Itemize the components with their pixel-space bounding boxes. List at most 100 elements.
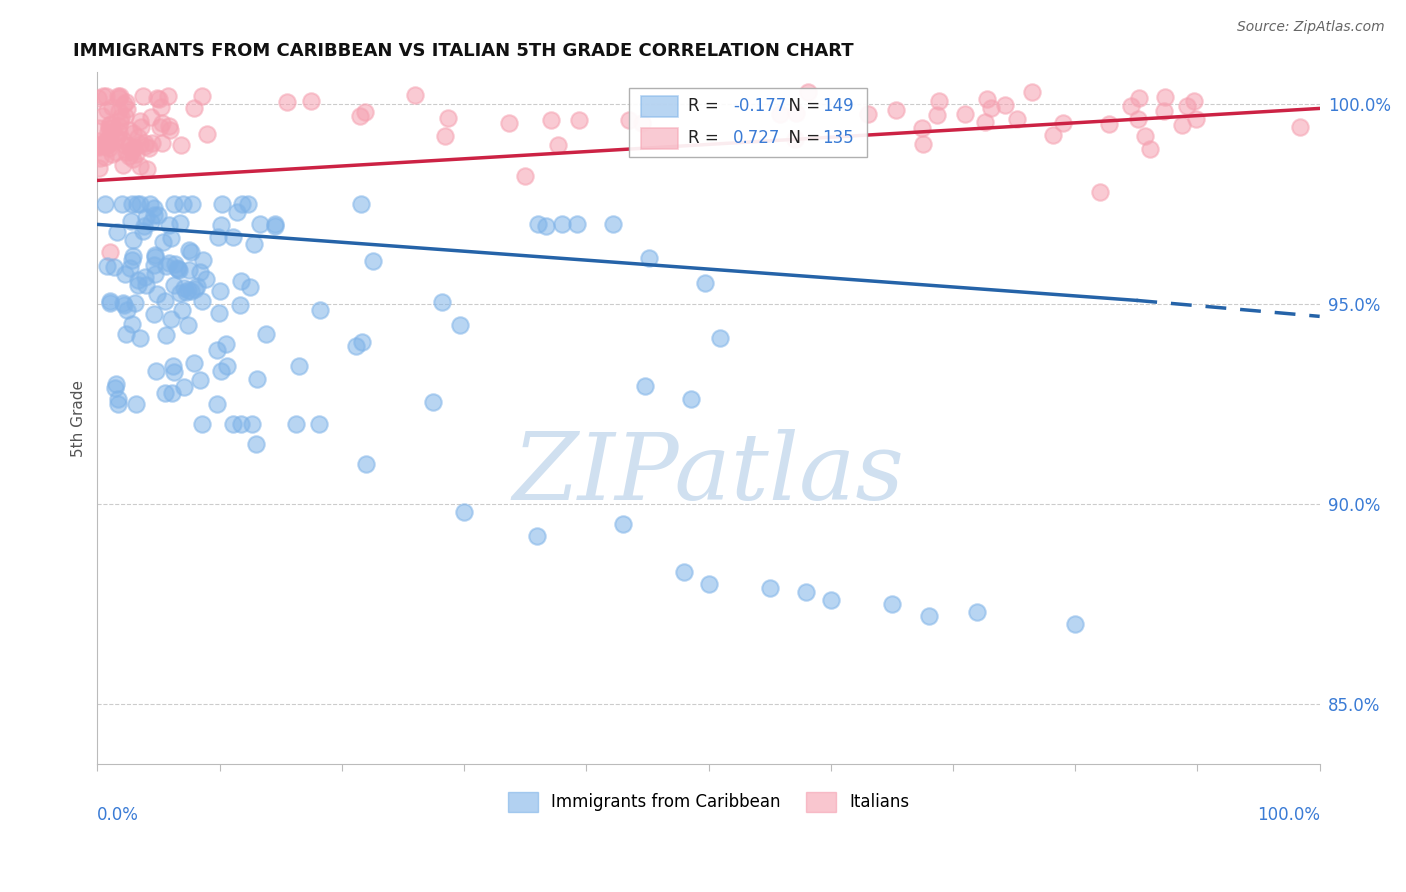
- Text: N =: N =: [778, 129, 825, 147]
- Point: [153, 294, 176, 309]
- Point: [100, 117, 122, 131]
- Point: [276, 95, 298, 109]
- Point: [160, 231, 183, 245]
- Point: [229, 417, 252, 432]
- Point: [98, 130, 121, 145]
- Point: [124, 295, 146, 310]
- Point: [132, 89, 155, 103]
- Point: [526, 529, 548, 543]
- Point: [152, 235, 174, 250]
- Point: [1154, 90, 1177, 104]
- Point: [91, 89, 114, 103]
- Point: [1088, 186, 1111, 200]
- Point: [108, 113, 131, 128]
- Point: [104, 381, 127, 395]
- Point: [430, 295, 453, 310]
- Point: [121, 144, 143, 158]
- Point: [568, 112, 591, 127]
- Point: [107, 89, 129, 103]
- Point: [917, 609, 939, 624]
- Point: [1021, 86, 1043, 100]
- FancyBboxPatch shape: [641, 96, 678, 117]
- Point: [107, 392, 129, 406]
- Point: [695, 276, 717, 290]
- Point: [1175, 99, 1198, 113]
- Point: [183, 101, 205, 115]
- Point: [125, 397, 148, 411]
- Point: [1182, 94, 1205, 108]
- Point: [98, 135, 121, 149]
- Point: [143, 267, 166, 281]
- Point: [125, 147, 148, 161]
- Point: [134, 138, 156, 153]
- Point: [107, 397, 129, 411]
- Point: [299, 94, 322, 108]
- Point: [105, 225, 128, 239]
- Point: [633, 379, 655, 393]
- Point: [1098, 117, 1121, 131]
- Point: [858, 106, 880, 120]
- Point: [240, 417, 263, 432]
- Point: [637, 251, 659, 265]
- Point: [115, 95, 138, 110]
- Point: [115, 102, 138, 116]
- Point: [127, 197, 149, 211]
- Point: [350, 335, 373, 350]
- Point: [173, 281, 195, 295]
- Point: [105, 132, 128, 146]
- Point: [127, 277, 149, 292]
- Point: [159, 311, 181, 326]
- Point: [172, 197, 194, 211]
- Point: [239, 280, 262, 294]
- Point: [287, 359, 309, 373]
- Point: [229, 298, 252, 312]
- Point: [263, 218, 285, 232]
- Point: [785, 132, 807, 146]
- Point: [111, 133, 134, 147]
- Point: [156, 89, 179, 103]
- Text: 0.727: 0.727: [733, 129, 780, 147]
- Point: [612, 517, 634, 532]
- Point: [1171, 118, 1194, 132]
- Point: [101, 120, 124, 135]
- Point: [134, 136, 156, 150]
- Point: [166, 261, 188, 276]
- Point: [1128, 91, 1150, 105]
- Point: [150, 136, 173, 150]
- Point: [94, 89, 117, 103]
- Point: [1119, 99, 1142, 113]
- Point: [128, 159, 150, 173]
- Point: [354, 458, 377, 472]
- Point: [184, 282, 207, 296]
- Point: [697, 577, 720, 591]
- Point: [565, 218, 588, 232]
- Point: [98, 293, 121, 308]
- Point: [118, 139, 141, 153]
- Point: [141, 136, 163, 150]
- Point: [215, 359, 238, 373]
- Point: [122, 249, 145, 263]
- Point: [211, 197, 233, 211]
- Point: [129, 197, 152, 211]
- Point: [138, 141, 160, 155]
- Point: [209, 284, 232, 298]
- Point: [163, 197, 186, 211]
- Point: [157, 219, 180, 233]
- Text: IMMIGRANTS FROM CARIBBEAN VS ITALIAN 5TH GRADE CORRELATION CHART: IMMIGRANTS FROM CARIBBEAN VS ITALIAN 5TH…: [73, 42, 853, 60]
- Point: [89, 137, 111, 152]
- Point: [221, 229, 243, 244]
- Point: [344, 338, 367, 352]
- Point: [515, 169, 537, 184]
- Point: [183, 355, 205, 369]
- Point: [769, 106, 792, 120]
- Point: [139, 110, 162, 124]
- Point: [134, 270, 156, 285]
- Point: [174, 285, 197, 300]
- Point: [1185, 112, 1208, 127]
- Point: [197, 127, 219, 141]
- Point: [498, 116, 520, 130]
- Point: [98, 141, 121, 155]
- Point: [153, 386, 176, 401]
- FancyBboxPatch shape: [628, 87, 868, 157]
- Point: [434, 129, 457, 144]
